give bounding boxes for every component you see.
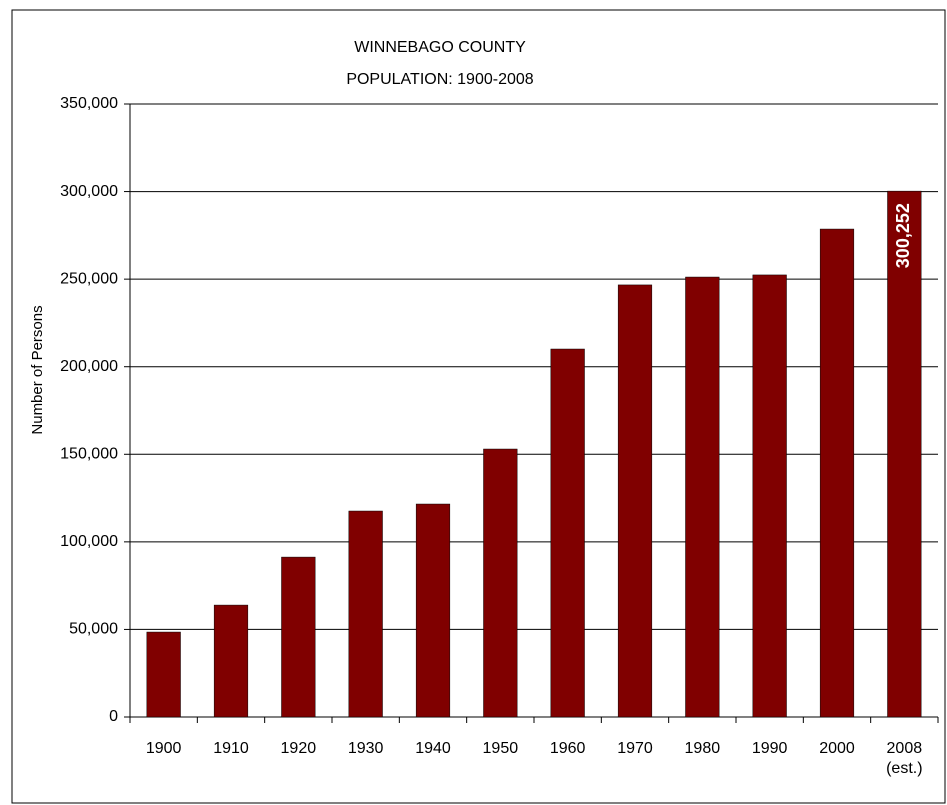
bar	[752, 274, 787, 718]
y-tick-label: 0	[109, 708, 118, 725]
bar	[281, 556, 316, 718]
y-tick-label: 100,000	[60, 533, 118, 550]
x-tick-label: 1990	[751, 740, 788, 757]
x-tick-label: 1940	[415, 740, 451, 757]
x-tick-label: 1900	[145, 740, 182, 757]
bar	[685, 276, 720, 718]
x-tick-label: 1970	[617, 740, 653, 757]
x-tick-label: 2008 (est.)	[886, 740, 923, 777]
bar	[415, 503, 451, 718]
bar	[348, 510, 383, 718]
y-tick-label: 250,000	[60, 270, 118, 287]
bar	[617, 284, 653, 718]
x-tick-label: 2000	[819, 740, 855, 757]
y-tick-label: 200,000	[60, 358, 118, 375]
bar	[887, 190, 922, 718]
bar	[550, 348, 585, 718]
chart-border	[11, 9, 946, 804]
y-tick-label: 350,000	[60, 95, 118, 112]
bar	[146, 631, 181, 718]
bar	[819, 228, 855, 718]
y-tick-label: 50,000	[69, 621, 118, 638]
y-axis-label: Number of Persons	[29, 305, 46, 434]
bar	[483, 448, 518, 718]
y-tick-label: 300,000	[60, 183, 118, 200]
value-label: 300,252	[893, 203, 913, 268]
chart-title: WINNEBAGO COUNTY	[354, 39, 526, 56]
chart-subtitle: POPULATION: 1900-2008	[346, 71, 533, 88]
x-tick-label: 1930	[347, 740, 384, 757]
x-tick-label: 1910	[213, 740, 249, 757]
x-tick-label: 1980	[684, 740, 721, 757]
bar	[213, 604, 249, 718]
x-tick-label: 1920	[280, 740, 317, 757]
y-tick-label: 150,000	[60, 446, 118, 463]
x-tick-label: 1950	[482, 740, 519, 757]
x-tick-label: 1960	[549, 740, 586, 757]
